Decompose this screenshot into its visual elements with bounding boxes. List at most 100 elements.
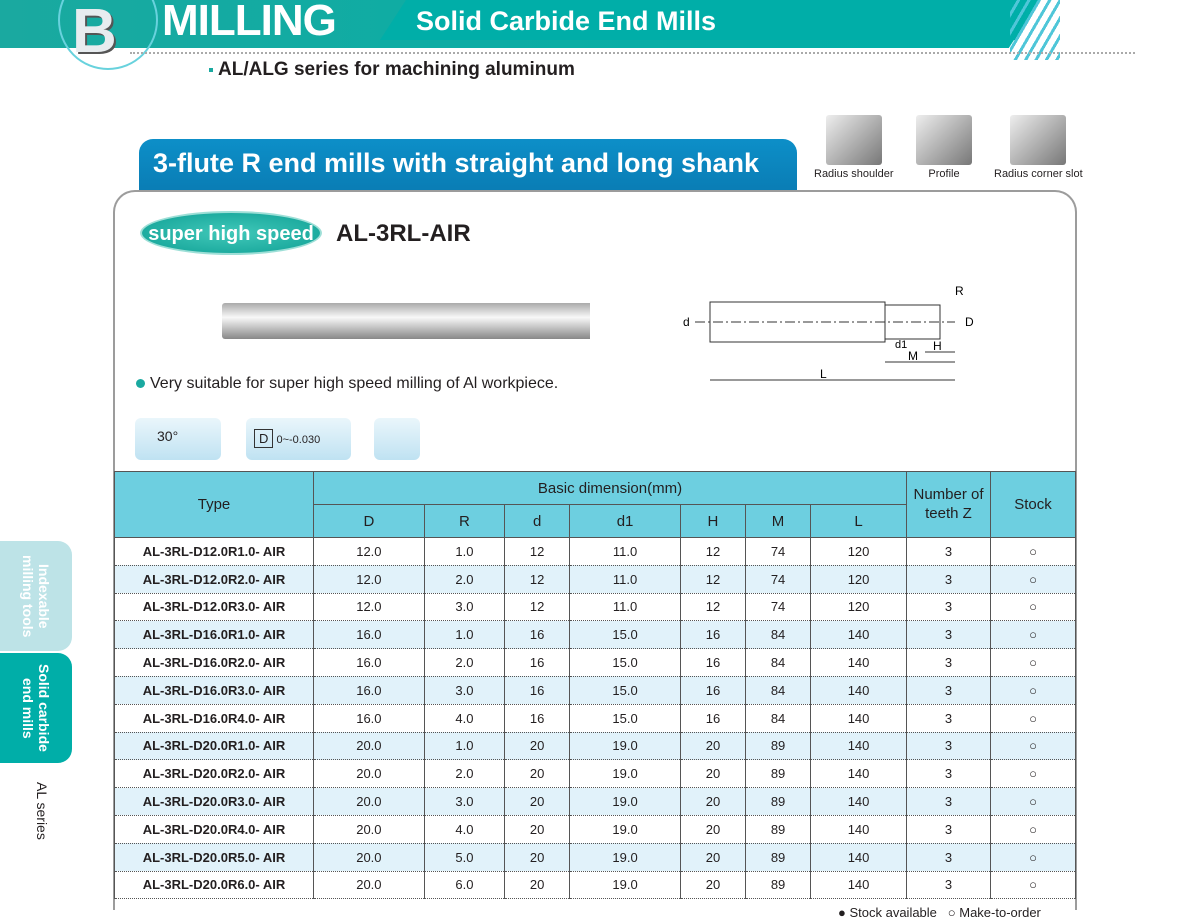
value-cell: 11.0 <box>569 537 681 566</box>
value-cell: 2.0 <box>423 648 506 677</box>
value-cell: 3 <box>906 676 991 705</box>
value-cell: 140 <box>810 620 907 650</box>
value-cell: 84 <box>745 648 812 677</box>
app-label: Profile <box>928 168 960 180</box>
value-cell: 74 <box>745 537 812 566</box>
table-row: AL-3RL-D20.0R6.0- AIR 20.0 6.0 20 19.0 20 89 14… <box>114 871 1076 900</box>
value-cell: 140 <box>810 815 907 844</box>
type-cell: AL-3RL-D12.0R1.0- AIR <box>114 537 314 566</box>
value-cell: 20 <box>504 732 571 761</box>
table-row: AL-3RL-D16.0R1.0- AIR 16.0 1.0 16 15.0 16 84 14… <box>114 620 1076 650</box>
value-cell: 3.0 <box>423 593 506 622</box>
value-cell: ○ <box>990 815 1076 844</box>
value-cell: 3 <box>906 815 991 844</box>
value-cell: 20 <box>679 843 747 872</box>
type-cell: AL-3RL-D20.0R4.0- AIR <box>114 815 314 844</box>
column-header: D <box>313 504 425 538</box>
label-r: R <box>955 284 964 298</box>
type-cell: AL-3RL-D20.0R5.0- AIR <box>114 843 314 872</box>
value-cell: 74 <box>745 593 812 622</box>
value-cell: 4.0 <box>423 704 506 733</box>
value-cell: ○ <box>990 648 1076 677</box>
type-cell: AL-3RL-D20.0R6.0- AIR <box>114 871 314 900</box>
value-cell: ○ <box>990 843 1076 872</box>
value-cell: 20 <box>504 871 571 900</box>
value-cell: 84 <box>745 676 812 705</box>
column-header: d1 <box>569 504 681 538</box>
value-cell: 16 <box>504 648 571 677</box>
radius-corner-slot-icon <box>1010 115 1067 165</box>
helix-angle: 30° <box>157 428 179 444</box>
value-cell: 16 <box>679 704 747 733</box>
value-cell: ○ <box>990 593 1076 622</box>
value-cell: 12 <box>504 537 571 566</box>
value-cell: 1.0 <box>423 620 506 650</box>
value-cell: 140 <box>810 787 907 816</box>
table-row: AL-3RL-D12.0R2.0- AIR 12.0 2.0 12 11.0 12 74 12… <box>114 565 1076 594</box>
product-title: 3-flute R end mills with straight and lo… <box>139 139 797 190</box>
legend-available: Stock available <box>849 905 937 920</box>
table-row: AL-3RL-D20.0R3.0- AIR 20.0 3.0 20 19.0 20 89 14… <box>114 787 1076 816</box>
value-cell: 20.0 <box>313 732 425 761</box>
legend-make-to-order: Make-to-order <box>959 905 1041 920</box>
label-h: H <box>933 339 942 353</box>
value-cell: 3 <box>906 593 991 622</box>
value-cell: 3 <box>906 787 991 816</box>
type-cell: AL-3RL-D20.0R2.0- AIR <box>114 759 314 789</box>
value-cell: 11.0 <box>569 593 681 622</box>
value-cell: 19.0 <box>569 732 681 761</box>
value-cell: 2.0 <box>423 759 506 789</box>
value-cell: 89 <box>745 843 812 872</box>
value-cell: 19.0 <box>569 815 681 844</box>
value-cell: 20 <box>679 732 747 761</box>
value-cell: 120 <box>810 537 907 566</box>
value-cell: 12 <box>679 565 747 594</box>
feature-text: Very suitable for super high speed milli… <box>136 375 558 393</box>
value-cell: 16 <box>504 704 571 733</box>
value-cell: 5.0 <box>423 843 506 872</box>
value-cell: 3 <box>906 732 991 761</box>
column-header: M <box>745 504 812 538</box>
value-cell: 20 <box>504 815 571 844</box>
tolerance-label: D <box>254 429 274 448</box>
value-cell: 84 <box>745 620 812 650</box>
value-cell: 140 <box>810 648 907 677</box>
column-header: H <box>679 504 747 538</box>
column-header: R <box>423 504 506 538</box>
header-banner-category <box>380 0 1030 40</box>
value-cell: 140 <box>810 676 907 705</box>
value-cell: 3 <box>906 620 991 650</box>
app-label: Radius shoulder <box>814 168 894 180</box>
type-cell: AL-3RL-D16.0R3.0- AIR <box>114 676 314 705</box>
divider <box>130 52 1135 54</box>
teeth-header: Number of teeth Z <box>906 471 991 538</box>
value-cell: 140 <box>810 843 907 872</box>
value-cell: 19.0 <box>569 787 681 816</box>
value-cell: 140 <box>810 704 907 733</box>
value-cell: 16 <box>679 648 747 677</box>
value-cell: 89 <box>745 815 812 844</box>
value-cell: 15.0 <box>569 648 681 677</box>
value-cell: 3 <box>906 648 991 677</box>
basic-dimension-header: Basic dimension(mm) <box>313 471 907 505</box>
value-cell: 20.0 <box>313 787 425 816</box>
value-cell: 20 <box>504 759 571 789</box>
value-cell: 89 <box>745 871 812 900</box>
value-cell: 20.0 <box>313 759 425 789</box>
stock-header: Stock <box>990 471 1076 538</box>
value-cell: 16.0 <box>313 648 425 677</box>
sidebar-tab-solid-carbide[interactable]: Solid carbide end mills <box>0 653 72 763</box>
table-row: AL-3RL-D20.0R2.0- AIR 20.0 2.0 20 19.0 20 89 14… <box>114 759 1076 789</box>
value-cell: 89 <box>745 732 812 761</box>
tolerance-value: 0~-0.030 <box>276 434 321 446</box>
column-header: L <box>810 504 907 538</box>
model-name: AL-3RL-AIR <box>336 220 471 247</box>
value-cell: 11.0 <box>569 565 681 594</box>
label-d: d <box>683 315 690 329</box>
value-cell: 15.0 <box>569 676 681 705</box>
sidebar-tab-indexable[interactable]: Indexable milling tools <box>0 541 72 651</box>
type-cell: AL-3RL-D16.0R1.0- AIR <box>114 620 314 650</box>
value-cell: 12 <box>679 537 747 566</box>
tolerance-badge: D 0~-0.030 <box>246 418 351 460</box>
value-cell: ○ <box>990 537 1076 566</box>
